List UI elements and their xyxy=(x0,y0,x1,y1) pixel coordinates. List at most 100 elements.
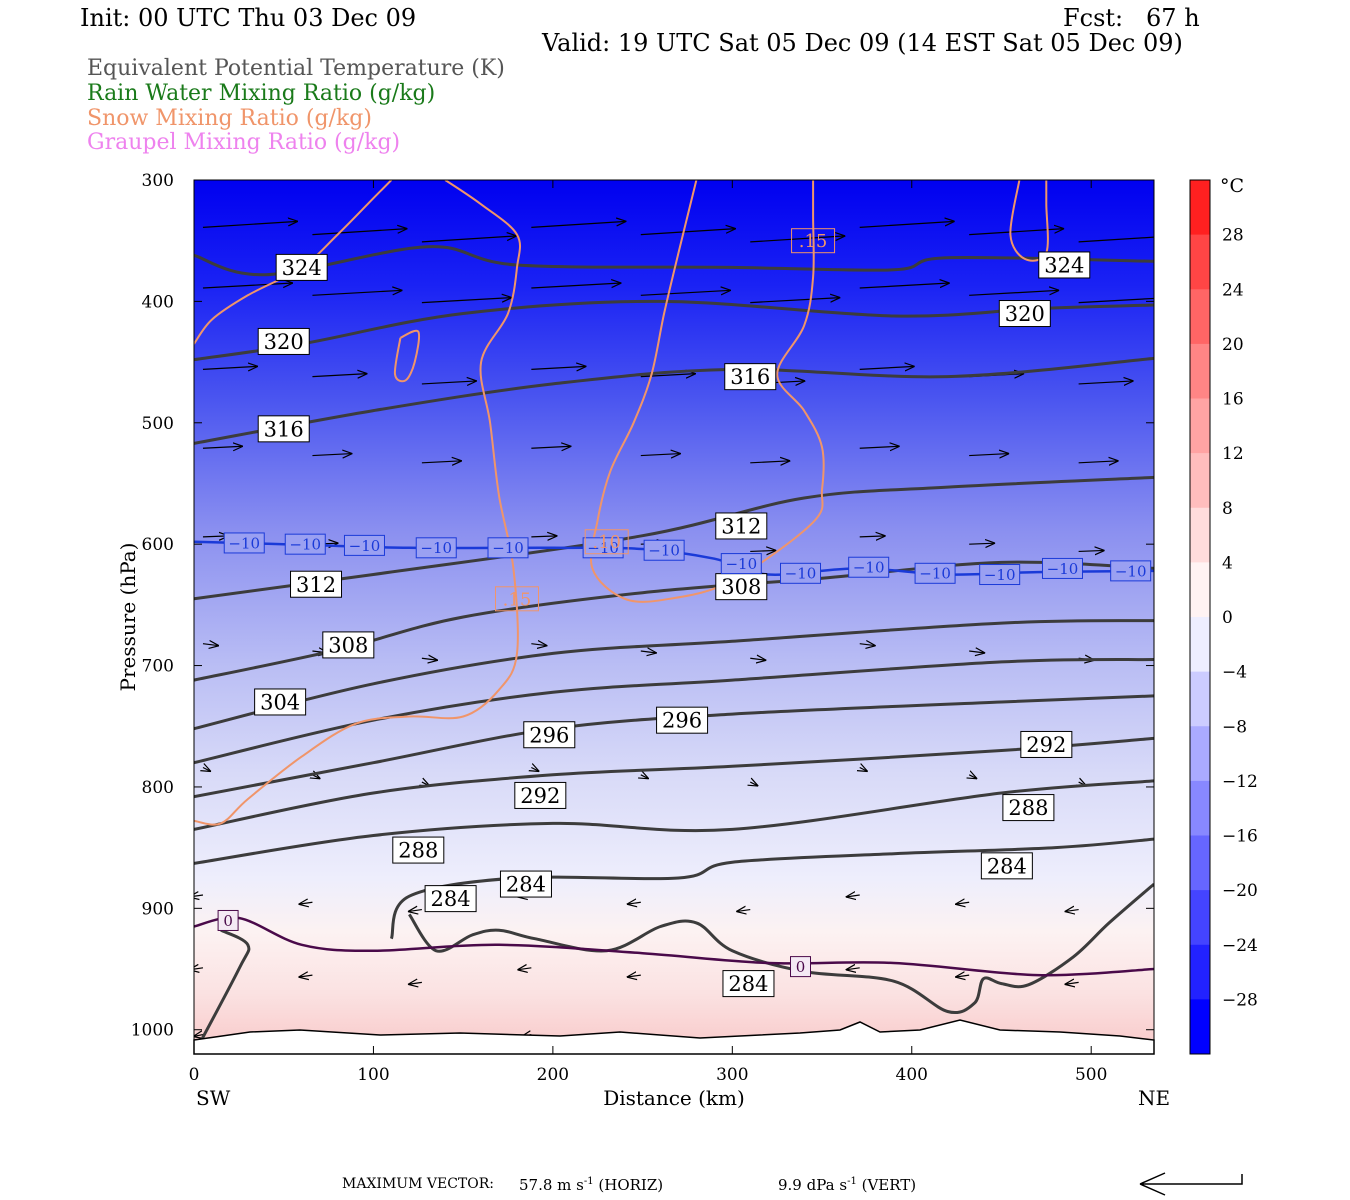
theta-e-label-text: 308 xyxy=(721,575,761,599)
theta-e-label: 292 xyxy=(1020,730,1073,758)
wind-vector-arrow xyxy=(421,658,438,660)
max-vector-horizontal: 57.8 m s-1 (HORIZ) xyxy=(519,1176,663,1194)
isotherm-label-box xyxy=(217,909,239,931)
wind-vector-arrow xyxy=(408,910,422,912)
snow-label-box xyxy=(584,529,629,555)
isotherm-label: −10 xyxy=(343,534,385,556)
wind-vector-arrow xyxy=(1078,461,1119,463)
colorbar-swatch xyxy=(1190,944,1210,1000)
theta-e-contour-292 xyxy=(194,736,1154,831)
wind-vector-arrow xyxy=(421,461,462,463)
wind-vector-arrow xyxy=(750,298,840,304)
isotherm-label: −10 xyxy=(914,562,956,584)
terrain-line xyxy=(193,1019,1155,1055)
wind-vector-arrow xyxy=(531,221,626,228)
horiz-exponent: -1 xyxy=(583,1176,594,1187)
wind-vector-arrow xyxy=(859,283,950,289)
theta-e-label-text: 296 xyxy=(529,723,569,747)
theta-e-label-text: 284 xyxy=(431,887,471,911)
isotherm-label: −10 xyxy=(780,562,822,584)
theta-e-label: 316 xyxy=(257,415,310,443)
isotherm-label: −10 xyxy=(848,556,890,578)
colorbar-tick-label: 20 xyxy=(1222,335,1244,355)
theta-e-label: 284 xyxy=(424,885,477,913)
theta-e-label-text: 324 xyxy=(282,256,322,280)
colorbar-swatch xyxy=(1190,835,1210,891)
wind-vector-arrow xyxy=(969,775,977,779)
theta-e-label-text: 316 xyxy=(264,417,304,441)
colorbar-tick-label: 8 xyxy=(1222,499,1233,519)
vert-unit: (VERT) xyxy=(861,1176,917,1194)
wind-vector-arrow xyxy=(627,902,641,904)
wind-vector-arrow xyxy=(640,290,731,296)
theta-e-label-text: 312 xyxy=(296,573,336,597)
wind-vector-arrow xyxy=(408,982,422,984)
isotherm-label-box xyxy=(223,532,265,554)
isotherm-label-text: −10 xyxy=(420,539,452,557)
isotherm-label-box xyxy=(979,564,1021,586)
theta-e-label-text: 296 xyxy=(662,709,702,733)
colorbar-tick-label: −4 xyxy=(1222,663,1247,683)
snow-label-box xyxy=(494,586,539,612)
wind-vector-arrow xyxy=(640,374,696,377)
theta-e-label-box xyxy=(514,781,567,809)
x-axis: 0 100 200 300 400 500 xyxy=(189,180,1107,1085)
colorbar-swatch xyxy=(1190,343,1210,399)
theta-e-label: 284 xyxy=(499,870,552,898)
wind-vector-arrow xyxy=(750,550,776,551)
snow-contour xyxy=(194,180,522,826)
isotherm-labels: −10 −10 −10 −10 −10 −10 −10 −10 −10 −10 −10 −10 −10 −… xyxy=(217,532,1152,978)
colorbar-swatch xyxy=(1190,890,1210,946)
colorbar-tick-label: −12 xyxy=(1222,772,1258,792)
wind-vector-arrow xyxy=(531,536,557,537)
wind-vector-arrow xyxy=(969,651,985,653)
x-tick-label: 100 xyxy=(357,1065,389,1085)
colorbar-swatch xyxy=(1190,617,1210,673)
temperature-colorbar: 28 24 20 16 12 8 4 0 −4 −8 −12 −16 −20 −24 −28 xyxy=(1189,179,1258,1055)
theta-e-label: 324 xyxy=(275,253,328,281)
wind-vector-arrow xyxy=(194,895,204,897)
theta-e-contour-304 xyxy=(194,619,1154,731)
y-tick-label: 400 xyxy=(142,292,174,312)
isotherm-label: −10 xyxy=(720,553,762,575)
theta-e-label-box xyxy=(722,970,775,998)
horiz-value: 57.8 m s xyxy=(519,1176,584,1194)
wind-vector-arrow xyxy=(859,644,876,646)
theta-e-label-text: 324 xyxy=(1044,254,1084,278)
isotherm-label: −10 xyxy=(582,537,624,559)
theta-e-label: 296 xyxy=(656,706,709,734)
snow-label: .15 xyxy=(791,228,836,254)
colorbar-swatch xyxy=(1190,507,1210,563)
snow-label-text: .15 xyxy=(799,231,828,252)
wind-vector-arrow xyxy=(750,782,758,786)
theta-e-label-text: 284 xyxy=(728,972,768,996)
wind-vector-arrow xyxy=(750,658,766,660)
y-tick-label: 900 xyxy=(142,899,174,919)
theta-e-label-box xyxy=(656,706,709,734)
theta-e-label: 320 xyxy=(257,327,310,355)
theta-e-label-text: 312 xyxy=(721,515,761,539)
x-tick-label: 0 xyxy=(189,1065,200,1085)
theta-e-label-text: 316 xyxy=(730,365,770,389)
theta-e-label-text: 284 xyxy=(987,854,1027,878)
isotherm-label-text: −10 xyxy=(984,566,1016,584)
y-tick-label: 600 xyxy=(142,535,174,555)
wind-vector-arrow xyxy=(736,910,751,912)
theta-e-label: 288 xyxy=(392,836,445,864)
colorbar-tick-label: −20 xyxy=(1222,881,1258,901)
theta-e-contour-296 xyxy=(194,694,1154,799)
theta-e-label-box xyxy=(424,885,477,913)
isotherm-label-text: −10 xyxy=(587,539,619,557)
wind-vector-arrow xyxy=(531,446,571,448)
theta-e-label: 304 xyxy=(254,688,307,716)
isotherm-label-box xyxy=(415,537,457,559)
theta-e-label-text: 284 xyxy=(506,873,546,897)
wind-vector-arrow xyxy=(298,902,313,904)
x-axis-title: Distance (km) xyxy=(603,1086,745,1110)
isotherm-label-text: −10 xyxy=(919,565,951,583)
colorbar-tick-label: −16 xyxy=(1222,827,1258,847)
wind-vector-arrow xyxy=(202,644,219,646)
wind-vector-arrow xyxy=(1065,910,1079,912)
theta-e-label: 316 xyxy=(724,363,777,391)
plot-frame xyxy=(193,179,1155,1055)
